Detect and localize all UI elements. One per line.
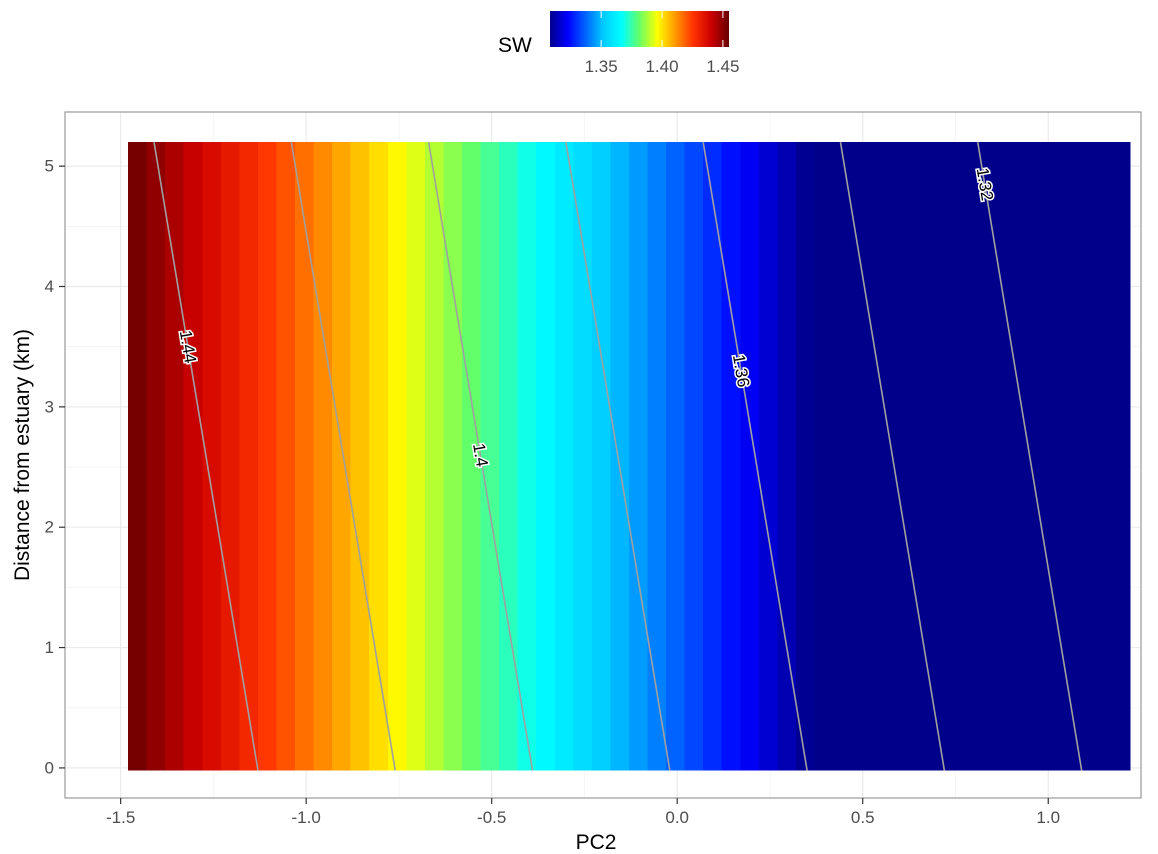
heatmap-cell xyxy=(276,142,296,771)
heatmap-cell xyxy=(202,142,222,771)
heatmap-cell xyxy=(1092,142,1112,771)
heatmap-cell xyxy=(257,142,278,771)
heatmap-cell xyxy=(462,142,482,771)
heatmap-cell xyxy=(740,142,760,771)
heatmap-cell xyxy=(628,142,649,771)
contour-line xyxy=(839,141,946,771)
heatmap-cell xyxy=(647,142,667,771)
y-tick-label: 4 xyxy=(45,277,54,296)
heatmap-cell xyxy=(146,142,166,771)
x-tick-label: -0.5 xyxy=(477,808,506,827)
heatmap-cell xyxy=(295,142,315,771)
contour-line xyxy=(153,141,259,771)
colorbar xyxy=(550,11,729,47)
heatmap-cell xyxy=(925,142,945,771)
heatmap-cell xyxy=(591,142,612,771)
heatmap-cell xyxy=(424,142,445,771)
heatmap-cell xyxy=(313,142,333,771)
contour-label: 1.4 xyxy=(469,442,492,468)
x-tick-label: 1.0 xyxy=(1036,808,1060,827)
colorbar-ticks: 1.35 1.40 1.45 xyxy=(585,11,739,76)
contour-line xyxy=(565,141,671,771)
contour-line xyxy=(976,141,1083,771)
heatmap-cell xyxy=(721,142,741,771)
contour-label: 1.36 xyxy=(729,353,753,389)
x-tick-label: -1.0 xyxy=(292,808,321,827)
heatmap-cell xyxy=(332,142,352,771)
legend: SW 1.35 1.40 1.45 xyxy=(498,11,739,76)
heatmap-cell xyxy=(777,142,797,771)
heatmap-cell xyxy=(962,142,983,771)
contour-line xyxy=(702,141,808,771)
heatmap-cell xyxy=(666,142,686,771)
heatmap-cell xyxy=(128,142,148,771)
y-axis: 0 1 2 3 4 5 xyxy=(45,157,65,777)
heatmap-cell xyxy=(851,142,871,771)
heatmap-cell xyxy=(517,142,537,771)
heatmap-cell xyxy=(165,142,185,771)
panel-border xyxy=(64,111,1142,799)
heatmap-cell xyxy=(220,142,240,771)
heatmap-cell xyxy=(499,142,519,771)
heatmap-cell xyxy=(1055,142,1075,771)
heatmap-cell xyxy=(573,142,593,771)
y-tick-label: 0 xyxy=(45,758,54,777)
y-axis-title: Distance from estuary (km) xyxy=(11,329,34,581)
y-tick-label: 2 xyxy=(45,518,54,537)
heatmap-cell xyxy=(1018,142,1038,771)
plot-panel: 1.441.41.361.32 xyxy=(64,111,1142,799)
heatmap-cell xyxy=(554,142,574,771)
contour-line xyxy=(290,141,397,771)
colorbar-tick-label: 1.35 xyxy=(585,57,618,76)
x-tick-label: 0.0 xyxy=(665,808,689,827)
x-tick-label: 0.5 xyxy=(851,808,875,827)
contour-line xyxy=(427,141,534,771)
heatmap-cell xyxy=(1111,142,1131,771)
heatmap-cell xyxy=(795,142,816,771)
heatmap-cell xyxy=(239,142,259,771)
y-tick-label: 1 xyxy=(45,638,54,657)
heatmap-cell xyxy=(387,142,407,771)
heatmap-cell xyxy=(369,142,389,771)
y-tick-label: 3 xyxy=(45,397,54,416)
heatmap-cell xyxy=(944,142,964,771)
heatmap-cell xyxy=(981,142,1001,771)
heatmap-cell xyxy=(814,142,834,771)
legend-title: SW xyxy=(498,34,532,57)
heatmap-cell xyxy=(758,142,778,771)
heatmap-cell xyxy=(536,142,556,771)
y-tick-label: 5 xyxy=(45,157,54,176)
heatmap-raster xyxy=(128,142,1131,771)
heatmap-cell xyxy=(833,142,853,771)
heatmap-cell xyxy=(1000,142,1020,771)
heatmap-cell xyxy=(480,142,500,771)
heatmap-cell xyxy=(703,142,723,771)
heatmap-cell xyxy=(183,142,203,771)
x-axis-title: PC2 xyxy=(576,831,617,854)
contour-labels: 1.441.41.361.32 xyxy=(174,165,998,470)
colorbar-tick-label: 1.40 xyxy=(645,57,678,76)
x-tick-label: -1.5 xyxy=(106,808,135,827)
heatmap-cell xyxy=(1037,142,1057,771)
heatmap-cell xyxy=(684,142,704,771)
heatmap-cell xyxy=(1074,142,1094,771)
heatmap-cell xyxy=(907,142,927,771)
contour-lines xyxy=(153,141,1083,771)
heatmap-cell xyxy=(350,142,370,771)
colorbar-tick-label: 1.45 xyxy=(706,57,739,76)
heatmap-cell xyxy=(406,142,426,771)
x-axis: -1.5 -1.0 -0.5 0.0 0.5 1.0 xyxy=(106,798,1060,827)
heatmap-cell xyxy=(610,142,630,771)
heatmap-cell xyxy=(443,142,463,771)
heatmap-cell xyxy=(888,142,908,771)
heatmap-cell xyxy=(870,142,890,771)
